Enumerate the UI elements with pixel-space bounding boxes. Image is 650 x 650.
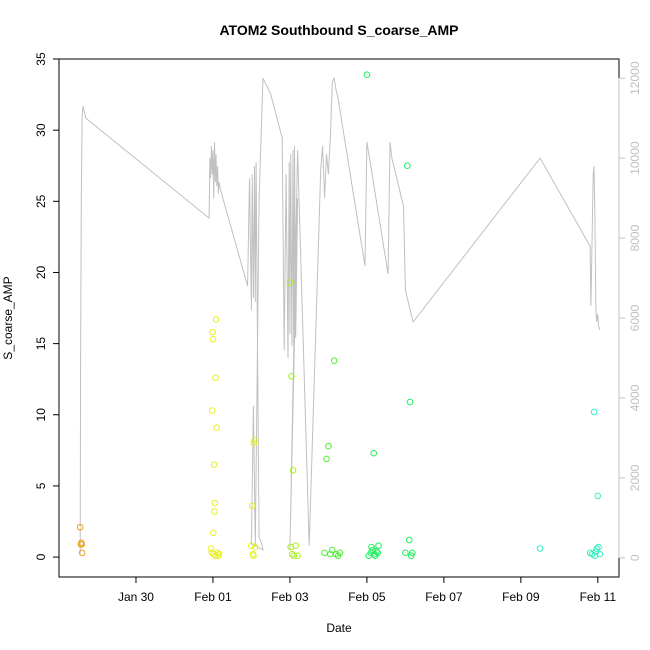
- x-tick-label: Feb 01: [194, 590, 232, 604]
- data-point: [209, 328, 216, 336]
- data-point: [76, 523, 84, 531]
- data-point: [595, 543, 602, 551]
- plot-area: 0 5 10 15 20 25 30 35 0 2000 4000 6000 8000 10000 1200…: [34, 52, 642, 604]
- data-point: [409, 549, 416, 557]
- x-tick-label: Feb 03: [271, 590, 309, 604]
- data-point: [251, 437, 258, 444]
- data-point: [288, 550, 296, 558]
- data-point: [248, 502, 256, 510]
- y-tick-label: 30: [34, 123, 48, 137]
- y-tick-label: 35: [34, 52, 48, 66]
- data-point: [290, 552, 298, 560]
- data-point: [212, 374, 219, 382]
- data-point: [325, 442, 332, 450]
- data-point: [78, 549, 86, 557]
- data-point: [207, 545, 215, 552]
- data-point: [212, 316, 220, 323]
- y2-tick-label: 10000: [628, 141, 642, 175]
- data-point: [211, 499, 219, 507]
- x-tick-label: Feb 09: [502, 590, 540, 604]
- data-point: [211, 508, 218, 515]
- y2-tick-label: 2000: [628, 464, 642, 491]
- y2-tick-label: 6000: [628, 304, 642, 331]
- data-point: [373, 548, 380, 555]
- data-point: [209, 336, 217, 343]
- data-point: [404, 162, 411, 169]
- y-tick-label: 5: [34, 482, 48, 489]
- y2-tick-label: 4000: [628, 384, 642, 411]
- secondary-line: [79, 76, 601, 554]
- data-point: [248, 542, 255, 550]
- plot-frame: [58, 58, 620, 578]
- data-point: [213, 424, 221, 431]
- data-point: [323, 455, 330, 463]
- data-point: [369, 546, 377, 554]
- data-point: [332, 550, 340, 558]
- data-point: [330, 357, 338, 365]
- data-point: [286, 279, 294, 286]
- data-point: [370, 449, 378, 457]
- data-point: [405, 536, 413, 544]
- data-point: [590, 408, 598, 416]
- data-point: [208, 407, 216, 414]
- y2-tick-label: 0: [628, 554, 642, 561]
- data-point: [250, 552, 257, 560]
- data-point: [250, 439, 257, 447]
- data-point: [214, 549, 221, 557]
- data-point: [215, 550, 223, 558]
- y-tick-label: 0: [34, 553, 48, 560]
- data-point: [289, 467, 297, 474]
- data-point: [593, 545, 601, 552]
- data-point: [252, 543, 259, 551]
- data-point: [407, 552, 415, 560]
- y-axis-label: S_coarse_AMP: [1, 276, 15, 359]
- data-point: [292, 542, 300, 550]
- data-point: [210, 529, 217, 537]
- data-point: [78, 541, 85, 548]
- data-point: [536, 545, 544, 552]
- data-point: [294, 552, 301, 560]
- data-point: [402, 549, 409, 557]
- y-tick-label: 20: [34, 265, 48, 279]
- data-point: [363, 71, 371, 78]
- data-point: [336, 549, 344, 557]
- x-tick-label: Jan 30: [118, 590, 154, 604]
- data-point: [321, 549, 328, 557]
- data-point: [596, 550, 604, 558]
- data-point: [375, 542, 382, 550]
- y-tick-label: 15: [34, 337, 48, 351]
- y2-tick-label: 8000: [628, 224, 642, 251]
- chart-title: ATOM2 Southbound S_coarse_AMP: [219, 22, 458, 38]
- data-point: [329, 546, 336, 554]
- y-tick-label: 25: [34, 194, 48, 208]
- data-point: [594, 492, 602, 500]
- data-point: [374, 549, 382, 557]
- data-point: [288, 373, 295, 380]
- data-point: [210, 461, 218, 468]
- data-point: [368, 543, 375, 551]
- x-axis-label: Date: [326, 621, 352, 635]
- x-tick-label: Feb 05: [348, 590, 386, 604]
- y2-tick-label: 12000: [628, 61, 642, 95]
- y-tick-label: 10: [34, 408, 48, 422]
- x-tick-label: Feb 07: [425, 590, 463, 604]
- x-tick-label: Feb 11: [580, 590, 617, 604]
- data-point: [406, 398, 414, 406]
